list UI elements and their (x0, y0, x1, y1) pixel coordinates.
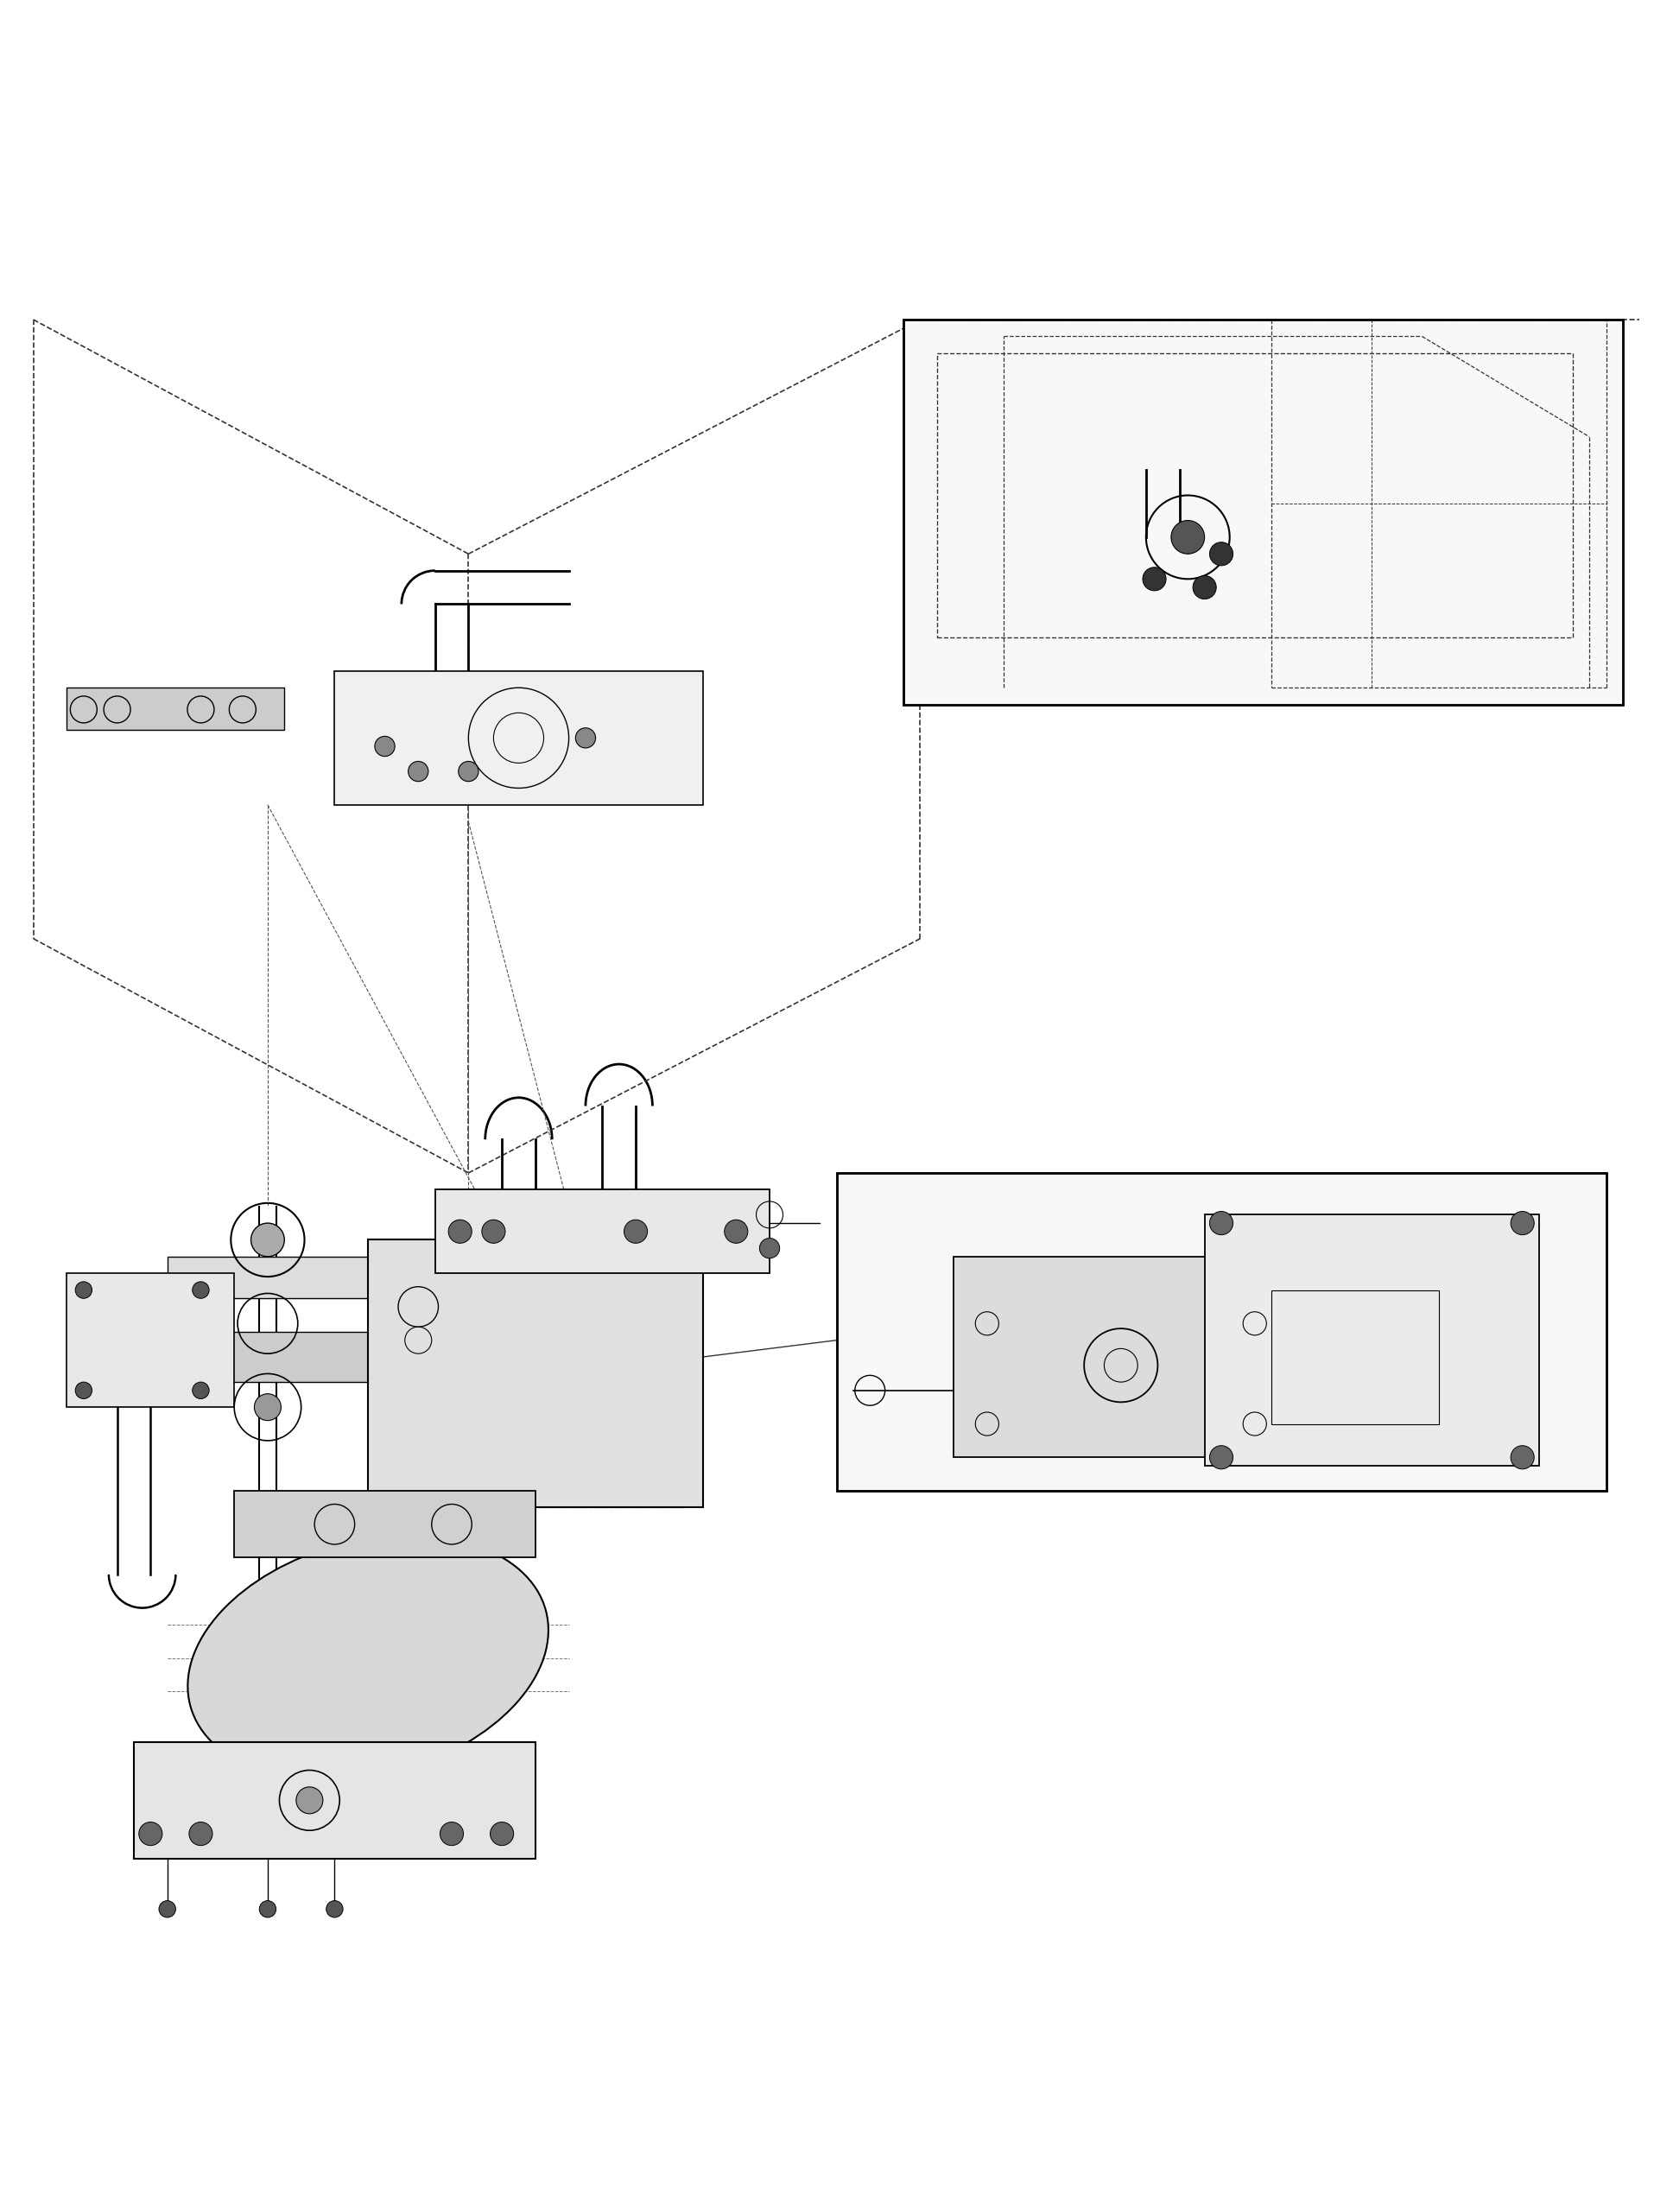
Bar (167, 1256, 368, 1298)
Bar (368, 1241, 703, 1509)
Bar (335, 670, 703, 805)
Circle shape (576, 728, 596, 748)
Bar (1205, 1214, 1539, 1467)
Circle shape (75, 1281, 92, 1298)
Circle shape (1511, 1212, 1534, 1234)
Circle shape (296, 1787, 323, 1814)
Circle shape (724, 1219, 748, 1243)
Circle shape (1210, 1212, 1233, 1234)
Circle shape (1193, 575, 1216, 599)
Circle shape (624, 1219, 647, 1243)
Bar (903, 321, 1623, 703)
Bar (435, 1190, 770, 1274)
Circle shape (458, 761, 478, 781)
Circle shape (251, 1223, 284, 1256)
Circle shape (192, 1281, 209, 1298)
Bar (67, 688, 284, 730)
Circle shape (192, 1382, 209, 1398)
Bar (937, 354, 1573, 637)
Bar (836, 1172, 1606, 1491)
Circle shape (482, 1219, 505, 1243)
Bar (134, 1741, 535, 1858)
Circle shape (440, 1823, 463, 1845)
Circle shape (259, 1900, 276, 1918)
Circle shape (159, 1900, 176, 1918)
Bar (67, 1274, 234, 1407)
Bar (167, 1332, 368, 1382)
Circle shape (1210, 1447, 1233, 1469)
Circle shape (189, 1823, 212, 1845)
Circle shape (1210, 542, 1233, 566)
Bar (234, 1491, 535, 1557)
Circle shape (254, 1394, 281, 1420)
Circle shape (490, 1823, 514, 1845)
Circle shape (375, 737, 395, 757)
Circle shape (1143, 566, 1166, 591)
Bar (954, 1256, 1322, 1458)
Circle shape (139, 1823, 162, 1845)
Circle shape (408, 761, 428, 781)
Bar (903, 321, 1623, 703)
Circle shape (326, 1900, 343, 1918)
Circle shape (448, 1219, 472, 1243)
Circle shape (760, 1239, 780, 1259)
Ellipse shape (187, 1535, 549, 1781)
Bar (836, 1172, 1606, 1491)
Bar (1271, 1290, 1439, 1425)
Circle shape (75, 1382, 92, 1398)
Circle shape (1171, 520, 1205, 553)
Circle shape (1511, 1447, 1534, 1469)
